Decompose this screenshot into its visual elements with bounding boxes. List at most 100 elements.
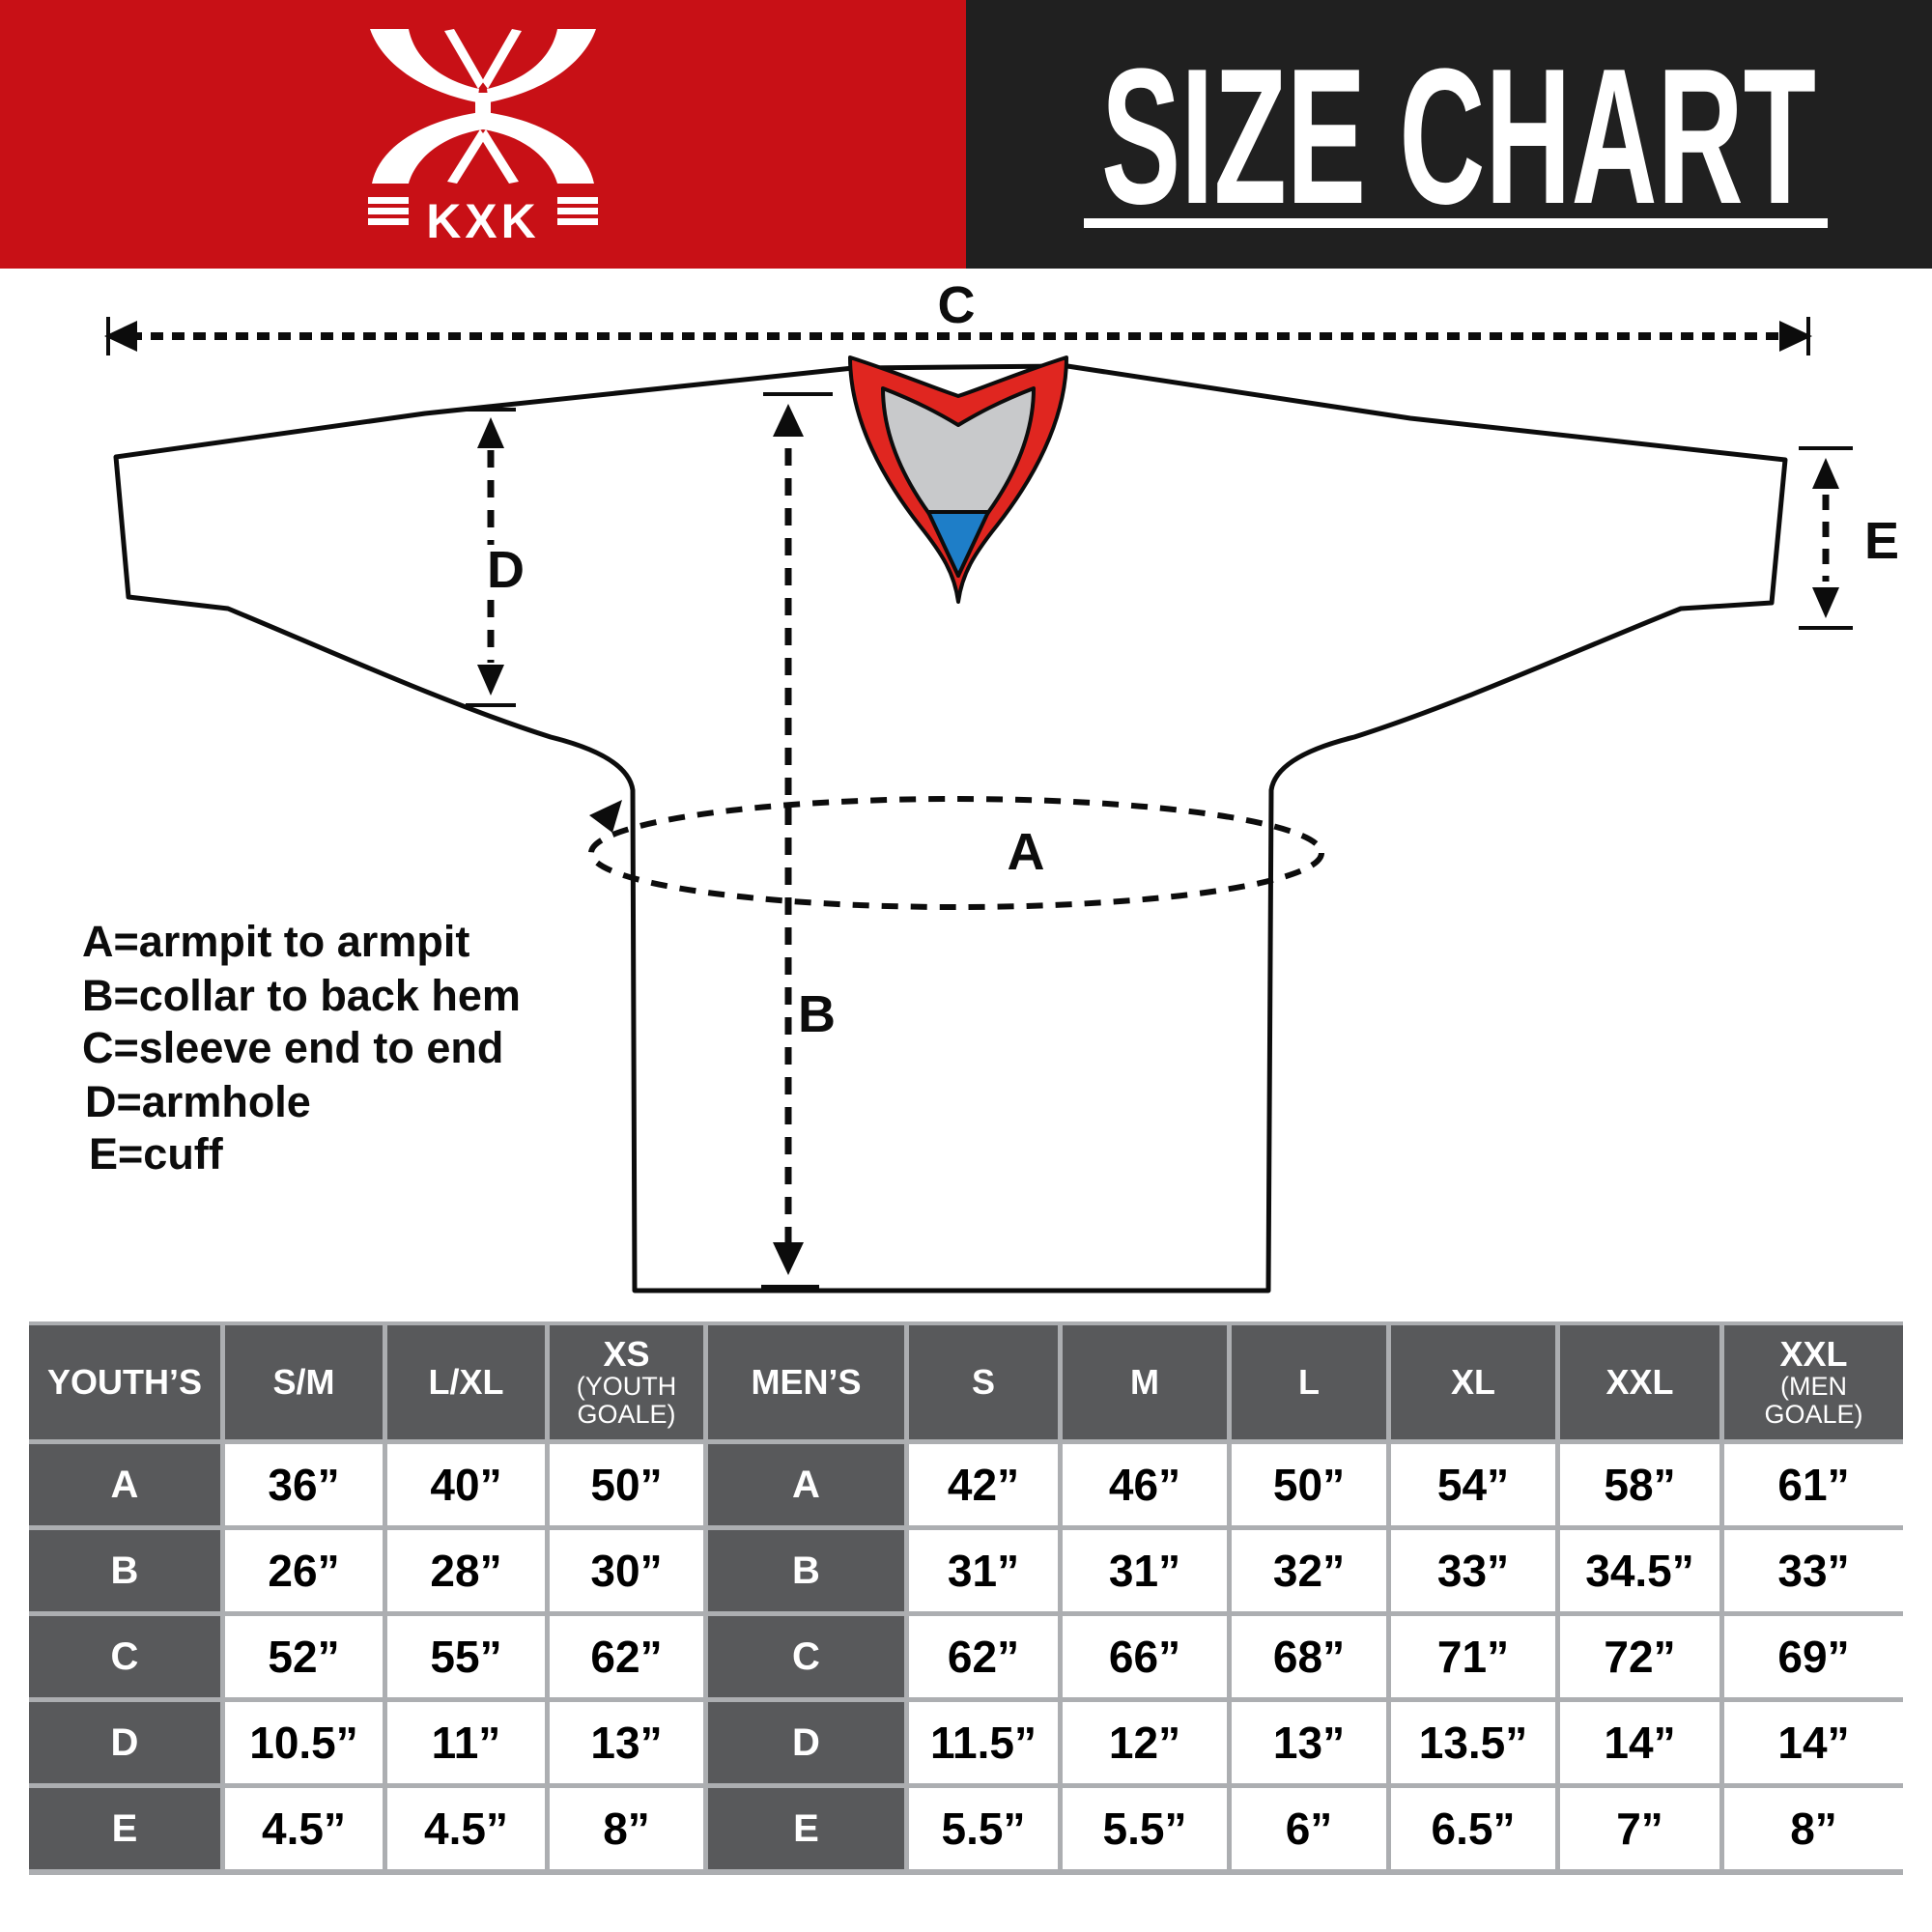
page-title: SIZE CHART [1101, 29, 1816, 244]
size-table: YOUTH’S S/M L/XL XS (YOUTH GOALE) MEN’S … [29, 1321, 1903, 1875]
row-label-cell: B [708, 1530, 904, 1611]
size-value-cell: 8” [1724, 1788, 1903, 1869]
col-header-label: XXL [1605, 1362, 1674, 1402]
size-value-cell: 36” [225, 1444, 383, 1525]
row-label-cell: D [708, 1702, 904, 1783]
title-graphic: SIZE CHART [1084, 29, 1828, 244]
col-header-xxl-men-goalie: XXL (MEN GOALE) [1724, 1325, 1903, 1439]
size-value-cell: 54” [1391, 1444, 1555, 1525]
size-value-cell: 71” [1391, 1616, 1555, 1697]
collar [848, 355, 1068, 604]
measure-d-arrow [466, 408, 539, 707]
size-value-cell: 6” [1232, 1788, 1386, 1869]
jersey-measurement-diagram: C A B [82, 276, 1899, 1293]
size-value-cell: 4.5” [225, 1788, 383, 1869]
size-value-cell: 6.5” [1391, 1788, 1555, 1869]
kxk-logo-icon: KXK [368, 28, 598, 248]
size-value-cell: 33” [1391, 1530, 1555, 1611]
col-header-sublabel: (YOUTH GOALE) [576, 1372, 677, 1429]
size-value-cell: 13” [550, 1702, 703, 1783]
size-value-cell: 28” [387, 1530, 545, 1611]
size-value-cell: 42” [909, 1444, 1058, 1525]
size-value-cell: 33” [1724, 1530, 1903, 1611]
top-banner: KXK SIZE CHART [0, 0, 1932, 269]
col-header-youths: YOUTH’S [29, 1325, 220, 1439]
col-header-label: XXL [1779, 1334, 1848, 1374]
row-label-cell: B [29, 1530, 220, 1611]
col-header-l: L [1232, 1325, 1386, 1439]
size-value-cell: 62” [909, 1616, 1058, 1697]
size-value-cell: 14” [1560, 1702, 1719, 1783]
size-value-cell: 4.5” [387, 1788, 545, 1869]
size-value-cell: 5.5” [1063, 1788, 1227, 1869]
size-value-cell: 11” [387, 1702, 545, 1783]
measure-b-arrow [761, 392, 833, 1289]
size-value-cell: 58” [1560, 1444, 1719, 1525]
size-value-cell: 12” [1063, 1702, 1227, 1783]
brand-panel: KXK [0, 0, 966, 269]
col-header-xxl: XXL [1560, 1325, 1719, 1439]
size-value-cell: 61” [1724, 1444, 1903, 1525]
col-header-m: M [1063, 1325, 1227, 1439]
label-b: B [798, 985, 836, 1043]
row-label-cell: D [29, 1702, 220, 1783]
col-header-mens: MEN’S [708, 1325, 904, 1439]
size-value-cell: 34.5” [1560, 1530, 1719, 1611]
size-value-cell: 55” [387, 1616, 545, 1697]
collar-insert [926, 510, 990, 578]
row-label-cell: A [29, 1444, 220, 1525]
size-value-cell: 50” [550, 1444, 703, 1525]
size-value-cell: 46” [1063, 1444, 1227, 1525]
size-value-cell: 50” [1232, 1444, 1386, 1525]
row-label-cell: E [29, 1788, 220, 1869]
size-value-cell: 11.5” [909, 1702, 1058, 1783]
row-label-cell: A [708, 1444, 904, 1525]
size-value-cell: 8” [550, 1788, 703, 1869]
size-value-cell: 68” [1232, 1616, 1386, 1697]
legend-line: D=armhole [85, 1077, 311, 1126]
col-header-label: L/XL [428, 1362, 504, 1402]
size-value-cell: 30” [550, 1530, 703, 1611]
col-header-s: S [909, 1325, 1058, 1439]
brand-name: KXK [426, 194, 540, 248]
measure-a-ellipse [588, 796, 1324, 910]
legend-line: C=sleeve end to end [82, 1023, 503, 1072]
col-header-label: XS [603, 1334, 650, 1374]
col-header-lxl: L/XL [387, 1325, 545, 1439]
title-underline [1084, 218, 1828, 228]
size-value-cell: 7” [1560, 1788, 1719, 1869]
col-header-label: XL [1450, 1362, 1495, 1402]
col-header-xl: XL [1391, 1325, 1555, 1439]
col-header-label: S [971, 1362, 995, 1402]
size-value-cell: 32” [1232, 1530, 1386, 1611]
size-value-cell: 26” [225, 1530, 383, 1611]
col-header-sublabel: (MEN GOALE) [1764, 1372, 1863, 1429]
legend: A=armpit to armpit B=collar to back hem … [82, 917, 521, 1179]
jersey-outline [113, 363, 1788, 1293]
size-value-cell: 40” [387, 1444, 545, 1525]
col-header-label: YOUTH’S [46, 1362, 202, 1402]
size-value-cell: 13” [1232, 1702, 1386, 1783]
legend-line: B=collar to back hem [82, 971, 521, 1020]
size-value-cell: 62” [550, 1616, 703, 1697]
row-label-cell: E [708, 1788, 904, 1869]
size-value-cell: 52” [225, 1616, 383, 1697]
col-header-sm: S/M [225, 1325, 383, 1439]
size-value-cell: 13.5” [1391, 1702, 1555, 1783]
row-label-cell: C [708, 1616, 904, 1697]
label-d: D [487, 541, 525, 599]
size-value-cell: 72” [1560, 1616, 1719, 1697]
col-header-label: MEN’S [751, 1362, 862, 1402]
size-value-cell: 69” [1724, 1616, 1903, 1697]
label-e: E [1864, 512, 1899, 570]
size-value-cell: 31” [1063, 1530, 1227, 1611]
col-header-label: L [1298, 1362, 1320, 1402]
col-header-label: M [1130, 1362, 1159, 1402]
size-value-cell: 66” [1063, 1616, 1227, 1697]
size-value-cell: 5.5” [909, 1788, 1058, 1869]
measure-c-arrow [104, 317, 1812, 355]
col-header-xs-youth-goalie: XS (YOUTH GOALE) [550, 1325, 703, 1439]
row-label-cell: C [29, 1616, 220, 1697]
label-c: C [938, 276, 976, 334]
